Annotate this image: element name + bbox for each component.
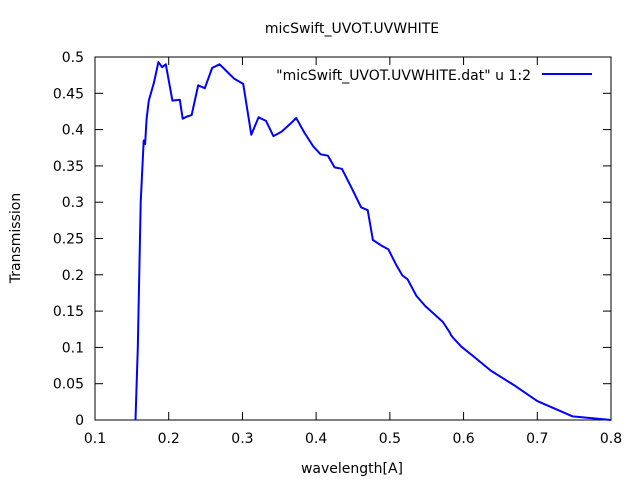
y-axis-label: Transmission xyxy=(8,193,24,284)
x-tick-label: 0.7 xyxy=(526,431,548,447)
y-tick-label: 0.05 xyxy=(53,377,84,393)
x-axis-ticks: 0.1 0.2 0.3 0.4 0.5 0.6 0.7 0.8 xyxy=(84,57,622,447)
chart-title: micSwift_UVOT.UVWHITE xyxy=(265,21,439,37)
legend: "micSwift_UVOT.UVWHITE.dat" u 1:2 xyxy=(276,68,592,84)
y-axis-ticks: 0 0.05 0.1 0.15 0.2 0.25 0.3 0.35 0.4 0.45 0.5 xyxy=(53,50,611,429)
plot-frame xyxy=(94,56,612,421)
y-tick-label: 0.25 xyxy=(53,232,84,248)
y-tick-label: 0 xyxy=(75,413,84,429)
y-tick-label: 0.45 xyxy=(53,86,84,102)
x-tick-label: 0.4 xyxy=(305,431,327,447)
y-tick-label: 0.2 xyxy=(62,268,84,284)
y-tick-label: 0.3 xyxy=(62,195,84,211)
y-tick-label: 0.5 xyxy=(62,50,84,66)
x-tick-label: 0.3 xyxy=(231,431,253,447)
series-line xyxy=(134,61,612,421)
y-tick-label: 0.1 xyxy=(62,340,84,356)
x-tick-label: 0.6 xyxy=(452,431,474,447)
x-tick-label: 0.2 xyxy=(158,431,180,447)
series-group xyxy=(134,61,612,421)
x-tick-label: 0.5 xyxy=(379,431,401,447)
y-tick-label: 0.35 xyxy=(53,159,84,175)
y-tick-label: 0.15 xyxy=(53,304,84,320)
x-axis-label: wavelength[A] xyxy=(301,461,403,477)
x-tick-label: 0.1 xyxy=(84,431,106,447)
y-tick-label: 0.4 xyxy=(62,123,84,139)
legend-label: "micSwift_UVOT.UVWHITE.dat" u 1:2 xyxy=(276,68,531,84)
x-tick-label: 0.8 xyxy=(600,431,622,447)
